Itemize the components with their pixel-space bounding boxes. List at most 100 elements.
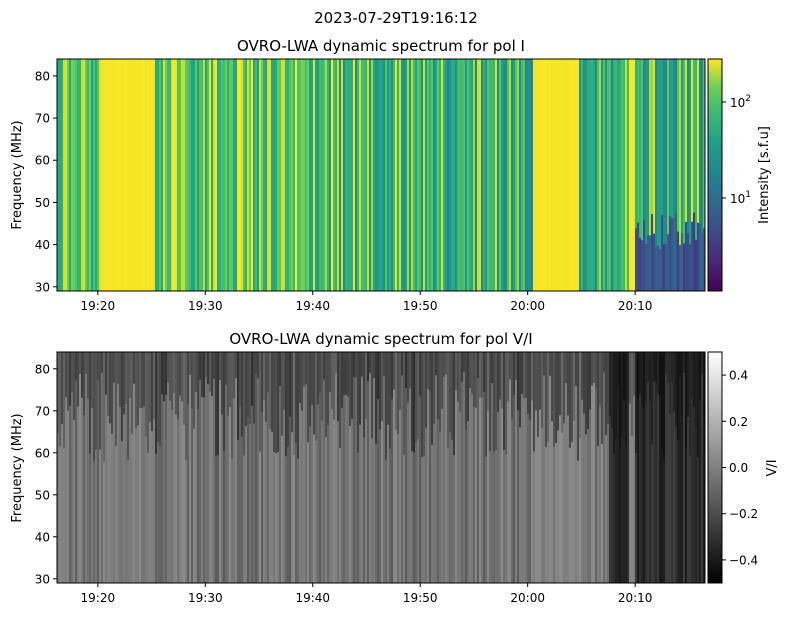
spectrum-column: [471, 59, 474, 291]
vi-column-top: [491, 352, 494, 384]
spectrum-column: [441, 59, 444, 291]
vi-column-top: [549, 352, 552, 376]
vi-column-top: [99, 352, 102, 450]
vi-column-top: [463, 352, 466, 373]
spectrum-column: [625, 59, 628, 291]
vi-column-top: [131, 352, 134, 434]
spectrum-column: [69, 59, 72, 291]
vi-column-top: [329, 352, 332, 393]
spectrum-column: [225, 59, 228, 291]
vi-column: [361, 352, 364, 583]
vi-column: [109, 352, 112, 583]
spectrum-column: [457, 59, 460, 291]
spectrum-column: [507, 59, 510, 291]
vi-column: [283, 352, 286, 583]
vi-column: [333, 352, 336, 583]
spectrum-column: [331, 59, 334, 291]
spectrum-column: [239, 59, 242, 291]
vi-column-top: [193, 352, 196, 429]
vi-column: [149, 352, 152, 583]
vi-column-top: [469, 352, 472, 389]
spectrum-column: [419, 59, 422, 291]
vi-column: [213, 352, 216, 583]
vi-column-top: [405, 352, 408, 389]
vi-column-top: [401, 352, 404, 376]
spectrum-column: [367, 59, 370, 291]
spectrum-column: [503, 59, 506, 291]
vi-column-top: [229, 352, 232, 407]
spectrum-column: [237, 59, 240, 291]
vi-column-top: [613, 352, 616, 454]
ytick-label: 50: [35, 488, 50, 502]
spectrum-column: [509, 59, 512, 291]
spectrum-column: [97, 59, 100, 291]
vi-column-top: [553, 352, 556, 447]
vi-column: [531, 352, 534, 583]
vi-column-top: [693, 352, 696, 407]
vi-column-top: [435, 352, 438, 376]
vi-column-top: [611, 352, 614, 428]
spectrum-low-column: [683, 243, 686, 291]
vi-column: [441, 352, 444, 583]
vi-column-top: [497, 352, 500, 412]
vi-column: [125, 352, 128, 583]
spectrum-column: [579, 59, 582, 291]
spectrum-column: [275, 59, 278, 291]
vi-column: [487, 352, 490, 583]
vi-column: [269, 352, 272, 583]
vi-column-top: [595, 352, 598, 388]
vi-column-top: [539, 352, 542, 410]
vi-column-top: [201, 352, 204, 397]
spectrum-column: [389, 59, 392, 291]
vi-column-top: [305, 352, 308, 385]
vi-column: [459, 352, 462, 583]
vi-column-top: [341, 352, 344, 408]
vi-column-top: [519, 352, 522, 428]
vi-column: [559, 352, 562, 583]
vi-column: [413, 352, 416, 583]
vi-column-top: [577, 352, 580, 461]
spectrum-column: [449, 59, 452, 291]
vi-column: [443, 352, 446, 583]
spectrum-column: [549, 59, 552, 291]
vi-column: [337, 352, 340, 583]
vi-column: [247, 352, 250, 583]
colorbar2: [707, 351, 723, 584]
vi-column-top: [345, 352, 348, 395]
vi-column-top: [381, 352, 384, 422]
spectrum-column: [641, 59, 644, 291]
vi-column-top: [509, 352, 512, 380]
vi-column: [73, 352, 76, 583]
vi-column: [563, 352, 566, 583]
spectrum-column: [107, 59, 110, 291]
vi-column-top: [637, 352, 640, 398]
spectrum-column: [701, 59, 704, 291]
spectrum-column: [439, 59, 442, 291]
spectrum-column: [253, 59, 256, 291]
spectrum-column: [313, 59, 316, 291]
spectrum-column: [469, 59, 472, 291]
spectrum-column: [233, 59, 236, 291]
spectrum-low-column: [655, 245, 658, 291]
spectrum-column: [421, 59, 424, 291]
vi-column-top: [57, 352, 60, 434]
vi-column-top: [395, 352, 398, 431]
vi-column: [589, 352, 592, 583]
vi-column-top: [507, 352, 510, 402]
vi-column: [383, 352, 386, 583]
spectrum-column: [661, 59, 664, 291]
vi-column: [419, 352, 422, 583]
spectrum-low-column: [697, 222, 700, 291]
vi-column: [477, 352, 480, 583]
vi-column-top: [67, 352, 70, 411]
vi-column-top: [95, 352, 98, 450]
vi-column: [599, 352, 602, 583]
vi-column-top: [291, 352, 294, 433]
spectrum-column: [75, 59, 78, 291]
vi-column: [81, 352, 84, 583]
vi-column-top: [73, 352, 76, 421]
vi-column-top: [297, 352, 300, 459]
panel1-yticks: 30 40 50 60 70 80: [35, 69, 57, 294]
spectrum-column: [321, 59, 324, 291]
